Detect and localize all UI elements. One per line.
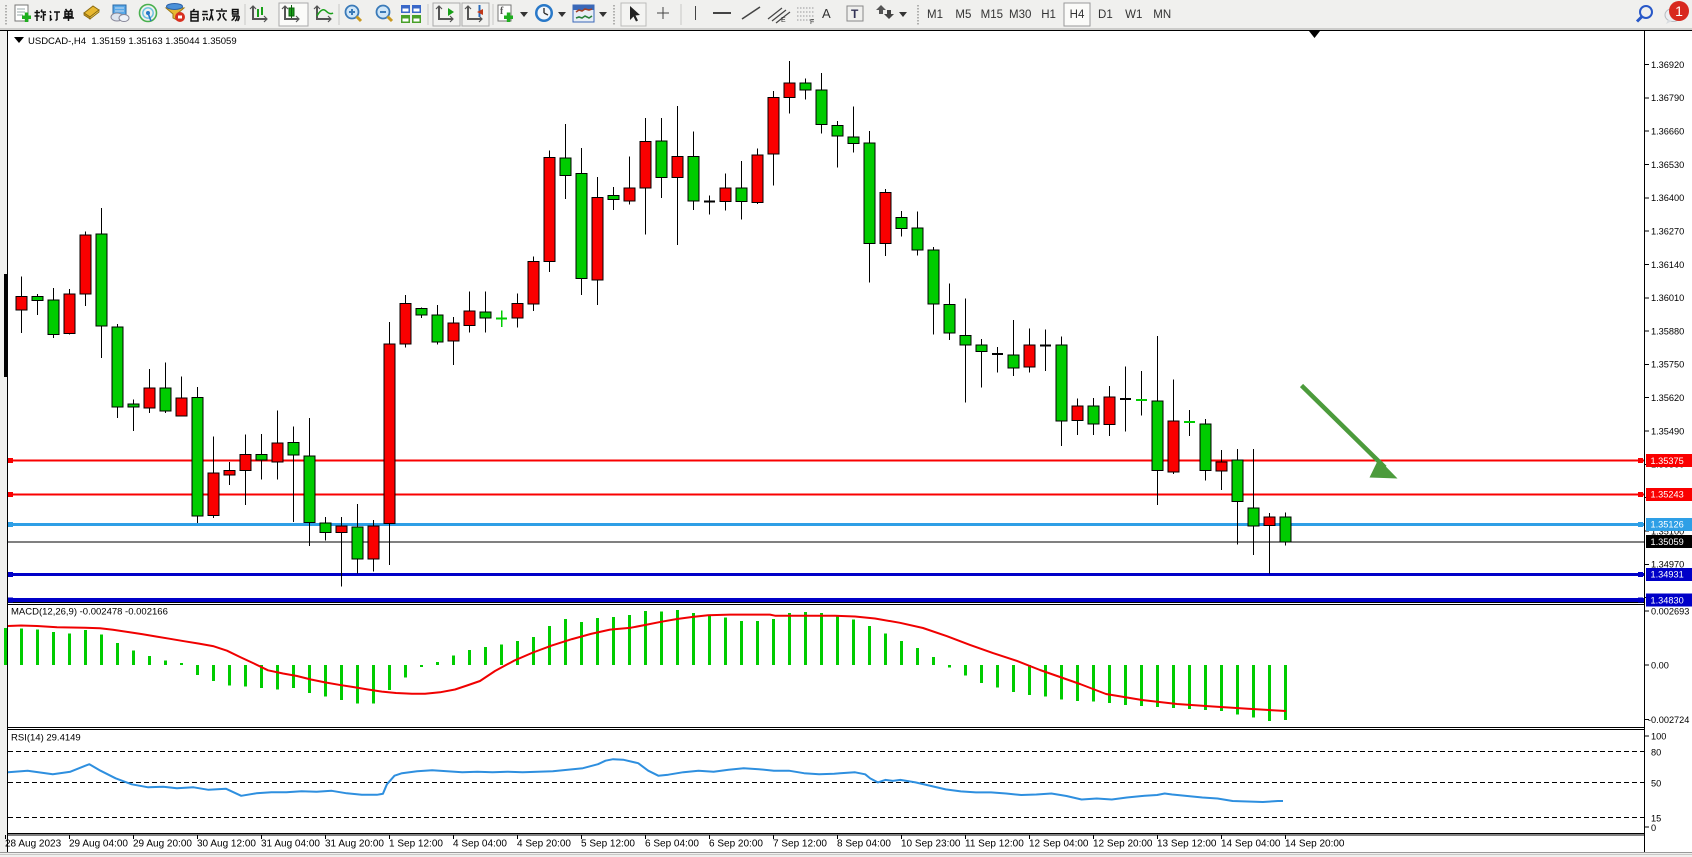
svg-text:1.35059: 1.35059: [1651, 537, 1684, 547]
svg-text:1.34830: 1.34830: [1651, 596, 1684, 606]
svg-text:1.35620: 1.35620: [1651, 393, 1684, 403]
svg-text:1.36790: 1.36790: [1651, 93, 1684, 103]
svg-text:1.36920: 1.36920: [1651, 60, 1684, 70]
svg-text:1.36530: 1.36530: [1651, 160, 1684, 170]
svg-text:80: 80: [1651, 748, 1661, 758]
svg-text:1.35100: 1.35100: [1651, 526, 1684, 536]
svg-text:1: 1: [1675, 3, 1683, 19]
svg-text:M1: M1: [927, 9, 943, 21]
svg-text:W1: W1: [1125, 9, 1142, 21]
svg-text:1.36010: 1.36010: [1651, 293, 1684, 303]
svg-text:6 Sep 04:00: 6 Sep 04:00: [645, 839, 699, 850]
svg-text:E: E: [781, 17, 786, 24]
svg-text:10 Sep 23:00: 10 Sep 23:00: [901, 839, 961, 850]
svg-text:1.35880: 1.35880: [1651, 326, 1684, 336]
svg-text:12 Sep 04:00: 12 Sep 04:00: [1029, 839, 1089, 850]
svg-text:1 Sep 12:00: 1 Sep 12:00: [389, 839, 443, 850]
svg-text:1.35375: 1.35375: [1651, 456, 1684, 466]
svg-text:14 Sep 20:00: 14 Sep 20:00: [1285, 839, 1345, 850]
svg-text:6 Sep 20:00: 6 Sep 20:00: [709, 839, 763, 850]
svg-text:0: 0: [1651, 823, 1656, 833]
svg-text:0.002693: 0.002693: [1651, 606, 1689, 616]
svg-text:1.35243: 1.35243: [1651, 490, 1684, 500]
svg-text:1.36270: 1.36270: [1651, 227, 1684, 237]
svg-text:f: f: [500, 6, 504, 17]
svg-text:H1: H1: [1041, 9, 1056, 21]
svg-text:M5: M5: [955, 9, 971, 21]
svg-text:1.35490: 1.35490: [1651, 426, 1684, 436]
svg-text:100: 100: [1651, 732, 1666, 742]
svg-text:12 Sep 20:00: 12 Sep 20:00: [1093, 839, 1153, 850]
svg-text:13 Sep 12:00: 13 Sep 12:00: [1157, 839, 1217, 850]
svg-text:-0.002724: -0.002724: [1648, 715, 1689, 725]
svg-text:31 Aug 04:00: 31 Aug 04:00: [261, 839, 320, 850]
svg-text:1.36140: 1.36140: [1651, 260, 1684, 270]
svg-text:M15: M15: [981, 9, 1003, 21]
svg-text:1.36400: 1.36400: [1651, 193, 1684, 203]
svg-text:5 Sep 12:00: 5 Sep 12:00: [581, 839, 635, 850]
svg-text:11 Sep 12:00: 11 Sep 12:00: [965, 839, 1024, 850]
svg-text:D1: D1: [1098, 9, 1113, 21]
svg-text:MN: MN: [1153, 9, 1171, 21]
svg-text:1.34931: 1.34931: [1651, 570, 1684, 580]
svg-text:F: F: [810, 19, 814, 26]
svg-text:15: 15: [1651, 813, 1661, 823]
svg-text:H4: H4: [1070, 9, 1085, 21]
svg-text:0.00: 0.00: [1651, 660, 1669, 670]
svg-text:1.35126: 1.35126: [1651, 520, 1684, 530]
svg-text:1.35750: 1.35750: [1651, 360, 1684, 370]
svg-text:T: T: [851, 7, 859, 21]
svg-text:A: A: [822, 6, 831, 21]
svg-text:28 Aug 2023: 28 Aug 2023: [5, 839, 62, 850]
svg-text:14 Sep 04:00: 14 Sep 04:00: [1221, 839, 1281, 850]
svg-text:4 Sep 20:00: 4 Sep 20:00: [517, 839, 571, 850]
svg-text:8 Sep 04:00: 8 Sep 04:00: [837, 839, 891, 850]
svg-text:M30: M30: [1009, 9, 1031, 21]
svg-text:29 Aug 20:00: 29 Aug 20:00: [133, 839, 192, 850]
svg-text:USDCAD-,H4 1.35159 1.35163 1.: USDCAD-,H4 1.35159 1.35163 1.35044 1.350…: [28, 36, 237, 47]
svg-text:30 Aug 12:00: 30 Aug 12:00: [197, 839, 256, 850]
svg-text:RSI(14) 29.4149: RSI(14) 29.4149: [11, 733, 81, 744]
svg-text:4 Sep 04:00: 4 Sep 04:00: [453, 839, 507, 850]
svg-text:MACD(12,26,9) -0.002478 -0.002: MACD(12,26,9) -0.002478 -0.002166: [11, 607, 168, 618]
svg-text:50: 50: [1651, 778, 1661, 788]
svg-text:31 Aug 20:00: 31 Aug 20:00: [325, 839, 384, 850]
svg-text:29 Aug 04:00: 29 Aug 04:00: [69, 839, 128, 850]
svg-text:7 Sep 12:00: 7 Sep 12:00: [773, 839, 827, 850]
svg-text:1.34970: 1.34970: [1651, 560, 1684, 570]
svg-text:1.36660: 1.36660: [1651, 127, 1684, 137]
